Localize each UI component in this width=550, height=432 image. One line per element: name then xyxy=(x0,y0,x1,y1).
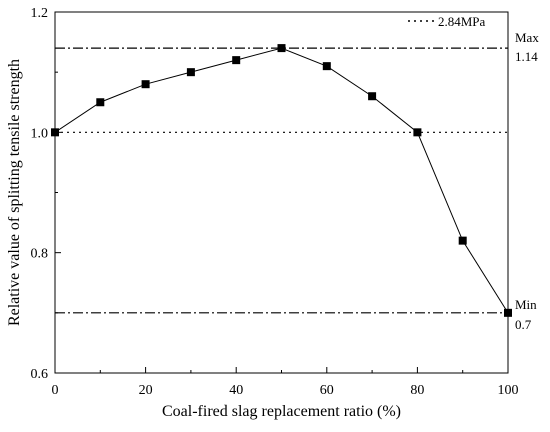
series-layer xyxy=(51,44,512,317)
plot-frame xyxy=(54,11,509,374)
x-tick-label-0: 0 xyxy=(52,383,59,398)
data-point-40 xyxy=(232,56,241,65)
axis-ticks: 0 20 40 60 80 100 0.6 0.8 1.0 1.2 xyxy=(31,6,519,398)
y-axis-title: Relative value of splitting tensile stre… xyxy=(6,59,23,326)
data-point-10 xyxy=(96,98,105,107)
y-tick-label-1: 1.0 xyxy=(31,126,49,141)
data-point-80 xyxy=(413,128,422,137)
x-tick-label-80: 80 xyxy=(410,383,424,398)
y-tick-label-0.6: 0.6 xyxy=(31,367,49,382)
x-tick-label-60: 60 xyxy=(320,383,334,398)
x-tick-label-20: 20 xyxy=(139,383,153,398)
y-tick-label-1.2: 1.2 xyxy=(31,6,49,21)
x-tick-label-100: 100 xyxy=(498,383,519,398)
series-line-0 xyxy=(54,47,509,314)
legend: 2.84MPa xyxy=(408,14,486,29)
x-axis-title: Coal-fired slag replacement ratio (%) xyxy=(162,403,401,420)
data-point-20 xyxy=(141,80,150,89)
min-annotation-label: Min xyxy=(515,297,537,312)
data-point-30 xyxy=(186,68,195,77)
max-annotation-value: 1.14 xyxy=(515,49,538,64)
y-tick-label-0.8: 0.8 xyxy=(31,247,49,262)
data-point-50 xyxy=(277,44,286,53)
data-point-70 xyxy=(368,92,377,101)
legend-label: 2.84MPa xyxy=(438,14,486,29)
min-annotation-value: 0.7 xyxy=(515,317,532,332)
data-point-90 xyxy=(458,236,467,245)
x-tick-label-40: 40 xyxy=(229,383,243,398)
reference-lines xyxy=(55,47,508,314)
data-point-60 xyxy=(322,62,331,71)
max-annotation-label: Max xyxy=(515,30,539,45)
